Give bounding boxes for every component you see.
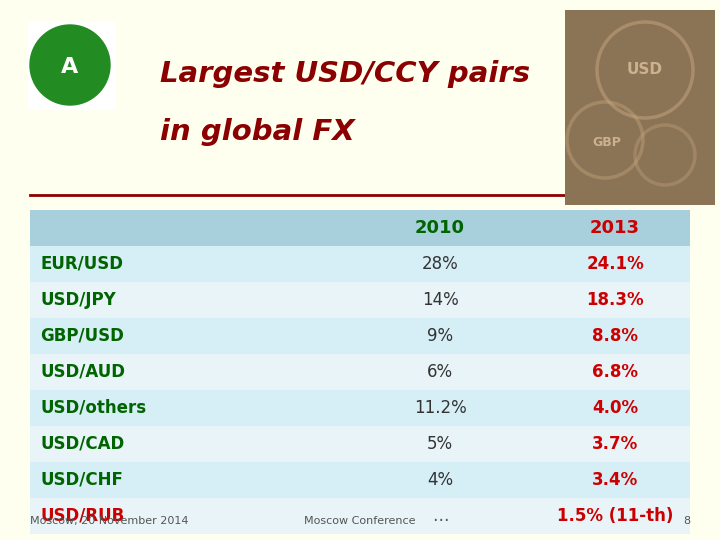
Text: Largest USD/CCY pairs: Largest USD/CCY pairs [160, 60, 530, 88]
Bar [30, 210, 690, 246]
Text: USD/JPY: USD/JPY [40, 291, 116, 309]
Bar [30, 462, 690, 498]
Text: 28%: 28% [422, 255, 459, 273]
Text: GBP: GBP [593, 136, 621, 148]
Bar [30, 318, 690, 354]
Text: 4.0%: 4.0% [592, 399, 638, 417]
Text: in global FX: in global FX [160, 118, 355, 146]
Text: 3.7%: 3.7% [592, 435, 638, 453]
Text: 8.8%: 8.8% [592, 327, 638, 345]
Text: 24.1%: 24.1% [586, 255, 644, 273]
Text: 11.2%: 11.2% [413, 399, 467, 417]
Text: USD/CAD: USD/CAD [40, 435, 125, 453]
Text: 2013: 2013 [590, 219, 640, 237]
Text: Moscow, 20 November 2014: Moscow, 20 November 2014 [30, 516, 189, 526]
Text: USD/AUD: USD/AUD [40, 363, 125, 381]
Text: 2010: 2010 [415, 219, 465, 237]
Text: 18.3%: 18.3% [586, 291, 644, 309]
Bar [30, 390, 690, 426]
Text: USD: USD [627, 63, 663, 78]
Text: 3.4%: 3.4% [592, 471, 638, 489]
Circle shape [30, 25, 110, 105]
Text: 6.8%: 6.8% [592, 363, 638, 381]
Bar [565, 10, 715, 205]
Bar [30, 282, 690, 318]
Text: A: A [61, 57, 78, 77]
Text: Moscow Conference: Moscow Conference [305, 516, 415, 526]
Bar [30, 426, 690, 462]
Bar [28, 22, 116, 110]
Text: 8: 8 [683, 516, 690, 526]
Text: USD/RUB: USD/RUB [40, 507, 125, 525]
Text: 6%: 6% [427, 363, 453, 381]
Text: GBP/USD: GBP/USD [40, 327, 124, 345]
Text: 14%: 14% [422, 291, 459, 309]
Text: 5%: 5% [427, 435, 453, 453]
Text: EUR/USD: EUR/USD [40, 255, 123, 273]
Text: 4%: 4% [427, 471, 453, 489]
Bar [30, 246, 690, 282]
Text: USD/CHF: USD/CHF [40, 471, 123, 489]
Text: 1.5% (11-th): 1.5% (11-th) [557, 507, 673, 525]
Text: USD/others: USD/others [40, 399, 146, 417]
Text: …: … [432, 507, 449, 525]
Bar [30, 498, 690, 534]
Bar [30, 354, 690, 390]
Text: 9%: 9% [427, 327, 453, 345]
